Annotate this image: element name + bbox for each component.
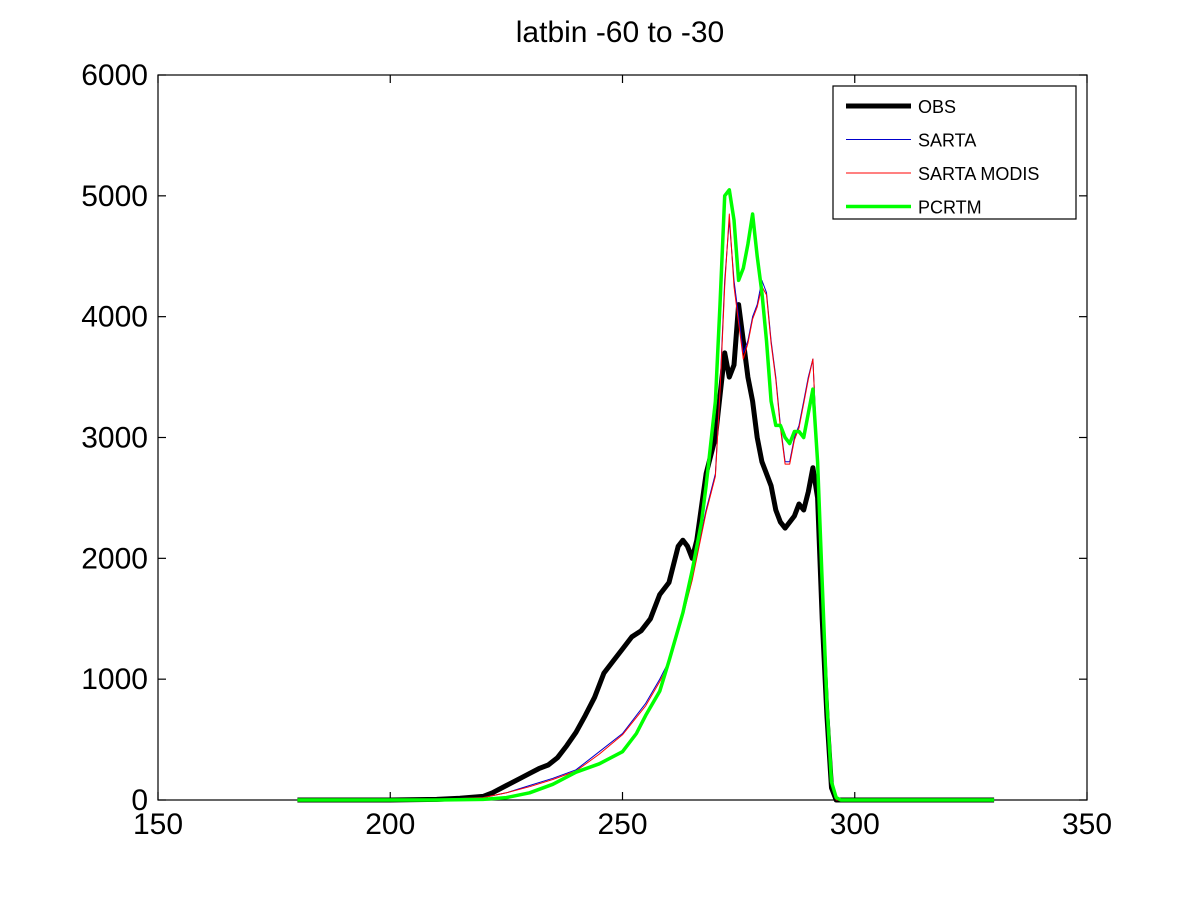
legend-label-sarta: SARTA [918,131,976,151]
y-tick-label: 1000 [81,663,148,696]
y-tick-label: 3000 [81,422,148,455]
y-tick-label: 2000 [81,542,148,575]
y-tick-label: 6000 [81,59,148,92]
y-tick-label: 4000 [81,301,148,334]
legend-label-pcrtm: PCRTM [918,198,982,218]
series-layer [297,188,995,803]
x-tick-label: 250 [597,808,647,841]
legend: OBS SARTA SARTA MODIS PCRTM [832,85,1077,220]
x-tick-label: 300 [830,808,880,841]
series-line-pcrtm [297,188,995,802]
legend-label-sarta-modis: SARTA MODIS [918,164,1039,184]
axis-ticks: 150 200 250 300 350 0 1000 2000 3000 4000 5000 6000 [81,59,1112,841]
legend-label-obs: OBS [918,97,956,117]
y-tick-label: 0 [131,784,148,817]
x-tick-label: 150 [133,808,183,841]
y-tick-label: 5000 [81,180,148,213]
series-line-obs [297,302,995,803]
x-tick-label: 350 [1062,808,1112,841]
x-tick-label: 200 [365,808,415,841]
chart-title: latbin -60 to -30 [516,16,724,49]
